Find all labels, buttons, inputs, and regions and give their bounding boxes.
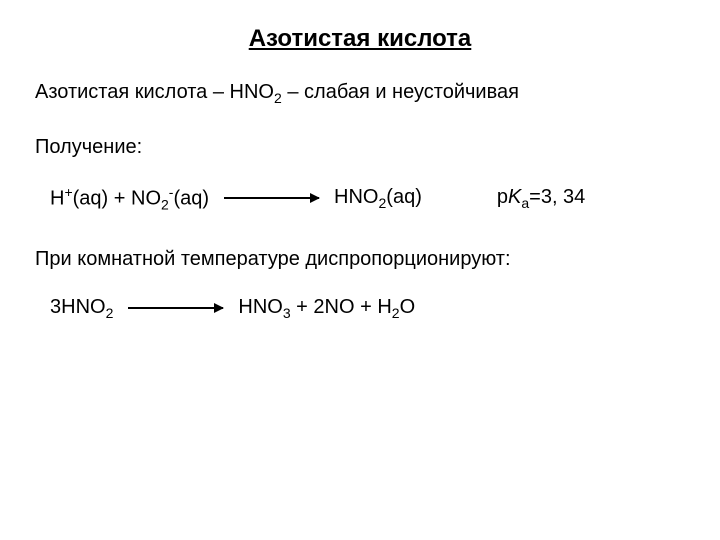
eq1-h-aq: (aq) + NO [73, 188, 161, 210]
eq1-left: H+(aq) + NO2-(aq) [50, 184, 209, 213]
eq1-right-aq: (aq) [386, 186, 422, 208]
section-label: Получение: [35, 136, 685, 159]
eq2-r1-sub: 3 [283, 305, 291, 321]
eq2-plus: + 2NO + H [291, 296, 392, 318]
pka-k: K [508, 186, 521, 208]
equation-2: 3HNO2 HNO3 + 2NO + H2O [35, 296, 685, 321]
subtitle-sub: 2 [274, 90, 282, 106]
page-title: Азотистая кислота [35, 25, 685, 53]
eq2-left: 3HNO2 [50, 296, 113, 321]
equation-1: H+(aq) + NO2-(aq) HNO2(aq) pKa=3, 34 [35, 184, 685, 213]
eq1-no-sub: 2 [161, 197, 169, 213]
eq2-r1: HNO [238, 296, 282, 318]
eq2-r2-sub: 2 [392, 305, 400, 321]
eq2-right: HNO3 + 2NO + H2O [238, 296, 415, 321]
subtitle: Азотистая кислота – HNO2 – слабая и неус… [35, 81, 685, 106]
pka-val: =3, 34 [529, 186, 585, 208]
arrow-icon [224, 197, 319, 199]
pka-sub: a [521, 195, 529, 211]
body-text: При комнатной температуре диспропорциони… [35, 248, 685, 271]
eq2-left-sub: 2 [106, 305, 114, 321]
subtitle-formula: HNO [230, 81, 274, 103]
eq1-right-prefix: HNO [334, 186, 378, 208]
eq1-h: H [50, 188, 64, 210]
pka-value: pKa=3, 34 [497, 186, 585, 211]
pka-p: p [497, 186, 508, 208]
arrow-icon [128, 307, 223, 309]
subtitle-suffix: – слабая и неустойчивая [282, 81, 519, 103]
eq1-no-aq: (aq) [173, 188, 209, 210]
subtitle-prefix: Азотистая кислота – [35, 81, 230, 103]
eq2-left-coef: 3HNO [50, 296, 106, 318]
eq1-h-sup: + [64, 184, 72, 200]
eq2-o: O [400, 296, 416, 318]
eq1-right: HNO2(aq) [334, 186, 422, 211]
